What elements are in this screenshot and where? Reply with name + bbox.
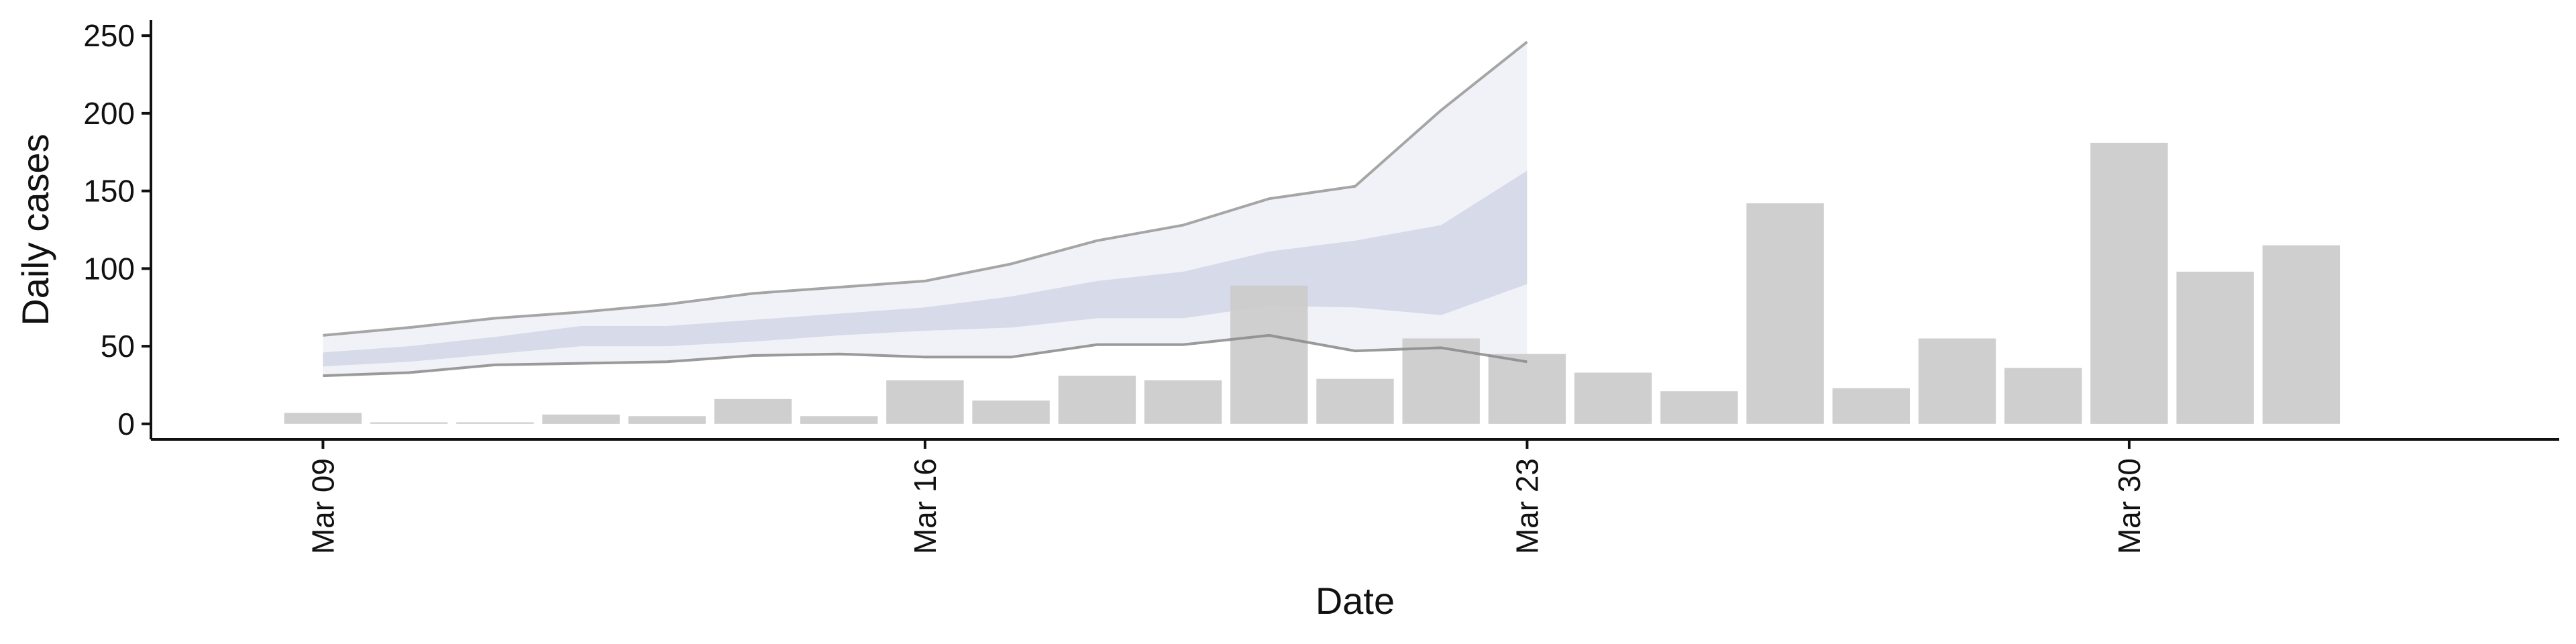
y-tick-label-250: 250 (83, 18, 135, 53)
y-tick-label-100: 100 (83, 251, 135, 286)
bar-2020-03-29 (2004, 368, 2082, 424)
y-tick-label-0: 0 (117, 407, 135, 441)
x-tick-label-1: Mar 16 (908, 458, 943, 554)
bar-2020-04-01 (2262, 245, 2341, 424)
bar-2020-03-20 (1230, 285, 1308, 424)
upper-bound-line (323, 40, 1528, 337)
bar-2020-03-19 (1144, 380, 1222, 424)
bar-2020-03-30 (2090, 142, 2168, 424)
bar-2020-03-14 (714, 398, 792, 424)
bar-2020-03-24 (1574, 372, 1652, 424)
bar-2020-03-17 (972, 400, 1050, 424)
axes: 0 50 100 150 200 250 Mar 09 Mar 16 Mar 23 Mar 30 (83, 18, 2559, 554)
x-tick-label-0: Mar 09 (305, 458, 340, 554)
bar-2020-03-15 (800, 416, 878, 424)
estimate-bands (323, 42, 1527, 376)
estimate-band-50 (323, 170, 1527, 367)
bar-2020-03-11 (456, 422, 534, 424)
bar-series (284, 142, 2341, 424)
bar-2020-03-12 (542, 415, 620, 424)
x-tick-label-2: Mar 23 (1509, 458, 1544, 554)
bar-2020-03-16 (886, 380, 964, 424)
bar-2020-03-27 (1832, 388, 1910, 424)
x-axis-title: Date (1316, 580, 1395, 622)
estimate-bound-lines (323, 40, 1528, 378)
y-tick-label-200: 200 (83, 96, 135, 131)
x-tick-label-3: Mar 30 (2112, 458, 2147, 554)
lower-bound-line (323, 333, 1527, 378)
bar-2020-03-18 (1058, 376, 1136, 424)
y-tick-label-150: 150 (83, 174, 135, 209)
bar-2020-03-21 (1316, 378, 1394, 424)
bar-2020-03-28 (1918, 338, 1996, 424)
bar-2020-03-31 (2176, 272, 2254, 424)
bar-2020-03-09 (284, 413, 362, 424)
bar-2020-03-13 (628, 416, 706, 424)
bar-2020-03-26 (1746, 203, 1824, 424)
bar-2020-03-10 (370, 422, 448, 424)
y-tick-label-50: 50 (101, 329, 135, 364)
y-axis-title: Daily cases (14, 133, 56, 325)
bar-2020-03-23 (1488, 354, 1566, 424)
bar-2020-03-25 (1660, 391, 1738, 424)
